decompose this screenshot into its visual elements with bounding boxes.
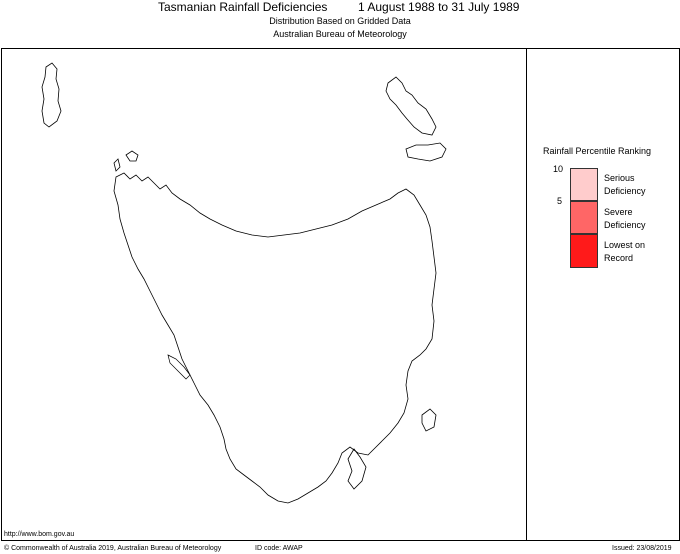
footer-copyright: © Commonwealth of Australia 2019, Austra…: [4, 545, 222, 552]
legend-panel: Rainfall Percentile Ranking 10 5 Serious…: [527, 48, 680, 541]
footer-id-code: ID code: AWAP: [255, 545, 303, 552]
legend-swatch-severe: [570, 201, 598, 234]
map-panel: [1, 48, 527, 541]
legend-label-lowest: Lowest on Record: [604, 240, 646, 263]
tasmania-outline-map: [41, 62, 447, 504]
tasmania-mainland-outline: [113, 172, 437, 504]
bom-url: http://www.bom.gov.au: [4, 531, 75, 538]
map-title: Tasmanian Rainfall Deficiencies: [158, 0, 328, 14]
bruny-island-outline: [347, 448, 367, 490]
legend-tick-5: 5: [557, 196, 563, 206]
legend-title: Rainfall Percentile Ranking: [543, 146, 652, 156]
hunter-island-outline: [113, 158, 121, 172]
robbins-island-outline: [125, 150, 139, 162]
map-period: 1 August 1988 to 31 July 1989: [358, 0, 520, 14]
maria-island-outline: [421, 408, 437, 432]
footer-issued-date: Issued: 23/08/2019: [612, 545, 672, 552]
legend-swatch-serious: [570, 168, 598, 201]
title-row: Tasmanian Rainfall Deficiencies 1 August…: [0, 0, 680, 14]
king-island-outline: [41, 62, 62, 128]
flinders-island-outline: [385, 76, 437, 136]
subtitle-agency: Australian Bureau of Meteorology: [273, 29, 407, 39]
subtitle-distribution: Distribution Based on Gridded Data: [269, 16, 411, 26]
legend-tick-10: 10: [553, 164, 564, 174]
cape-barren-island-outline: [405, 142, 447, 162]
legend-label-serious: Serious Deficiency: [604, 173, 646, 196]
legend-label-severe: Severe Deficiency: [604, 207, 646, 230]
legend-swatch-lowest: [570, 234, 598, 268]
macquarie-harbour-outline: [167, 354, 191, 380]
